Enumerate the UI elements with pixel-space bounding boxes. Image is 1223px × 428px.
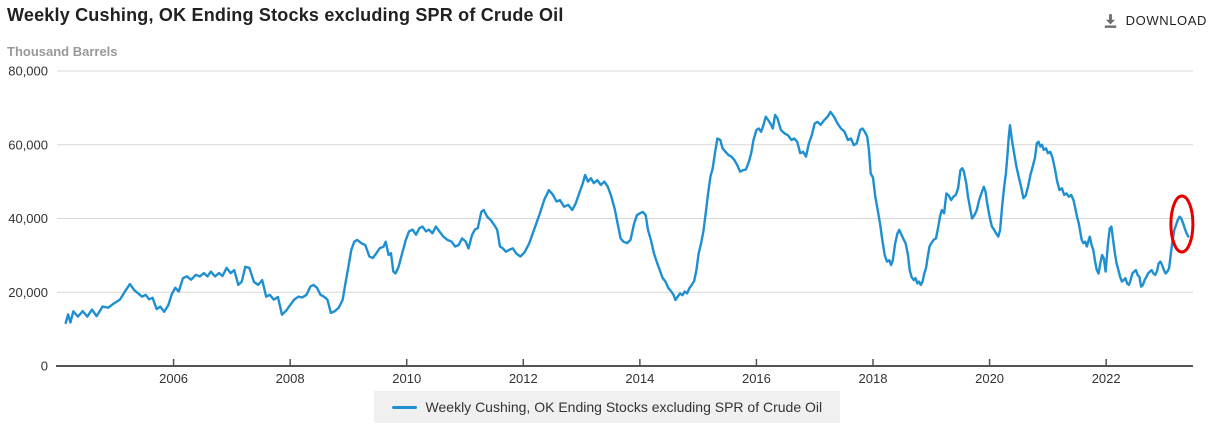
y-tick-label: 40,000 bbox=[8, 211, 48, 226]
download-label: DOWNLOAD bbox=[1125, 13, 1207, 28]
x-tick-label: 2014 bbox=[625, 371, 654, 386]
download-button[interactable]: DOWNLOAD bbox=[1098, 10, 1211, 31]
legend-swatch-line bbox=[391, 405, 417, 409]
data-line-series bbox=[64, 110, 1190, 325]
x-tick-label: 2010 bbox=[392, 371, 421, 386]
legend-label: Weekly Cushing, OK Ending Stocks excludi… bbox=[425, 399, 823, 415]
x-tick-label: 2018 bbox=[859, 371, 888, 386]
y-tick-label: 0 bbox=[41, 359, 48, 374]
download-icon bbox=[1102, 12, 1119, 29]
y-tick-label: 20,000 bbox=[8, 285, 48, 300]
x-tick-label: 2022 bbox=[1092, 371, 1121, 386]
page-title: Weekly Cushing, OK Ending Stocks excludi… bbox=[7, 5, 564, 25]
x-tick-label: 2016 bbox=[742, 371, 771, 386]
legend-item[interactable]: Weekly Cushing, OK Ending Stocks excludi… bbox=[373, 391, 841, 423]
x-tick-label: 2020 bbox=[975, 371, 1004, 386]
highlight-ellipse-annotation bbox=[1169, 194, 1195, 254]
x-tick-label: 2006 bbox=[159, 371, 188, 386]
x-tick-label: 2008 bbox=[276, 371, 305, 386]
axis-unit-label: Thousand Barrels bbox=[7, 44, 118, 59]
y-tick-label: 80,000 bbox=[8, 64, 48, 79]
y-tick-label: 60,000 bbox=[8, 137, 48, 152]
x-tick-label: 2012 bbox=[509, 371, 538, 386]
